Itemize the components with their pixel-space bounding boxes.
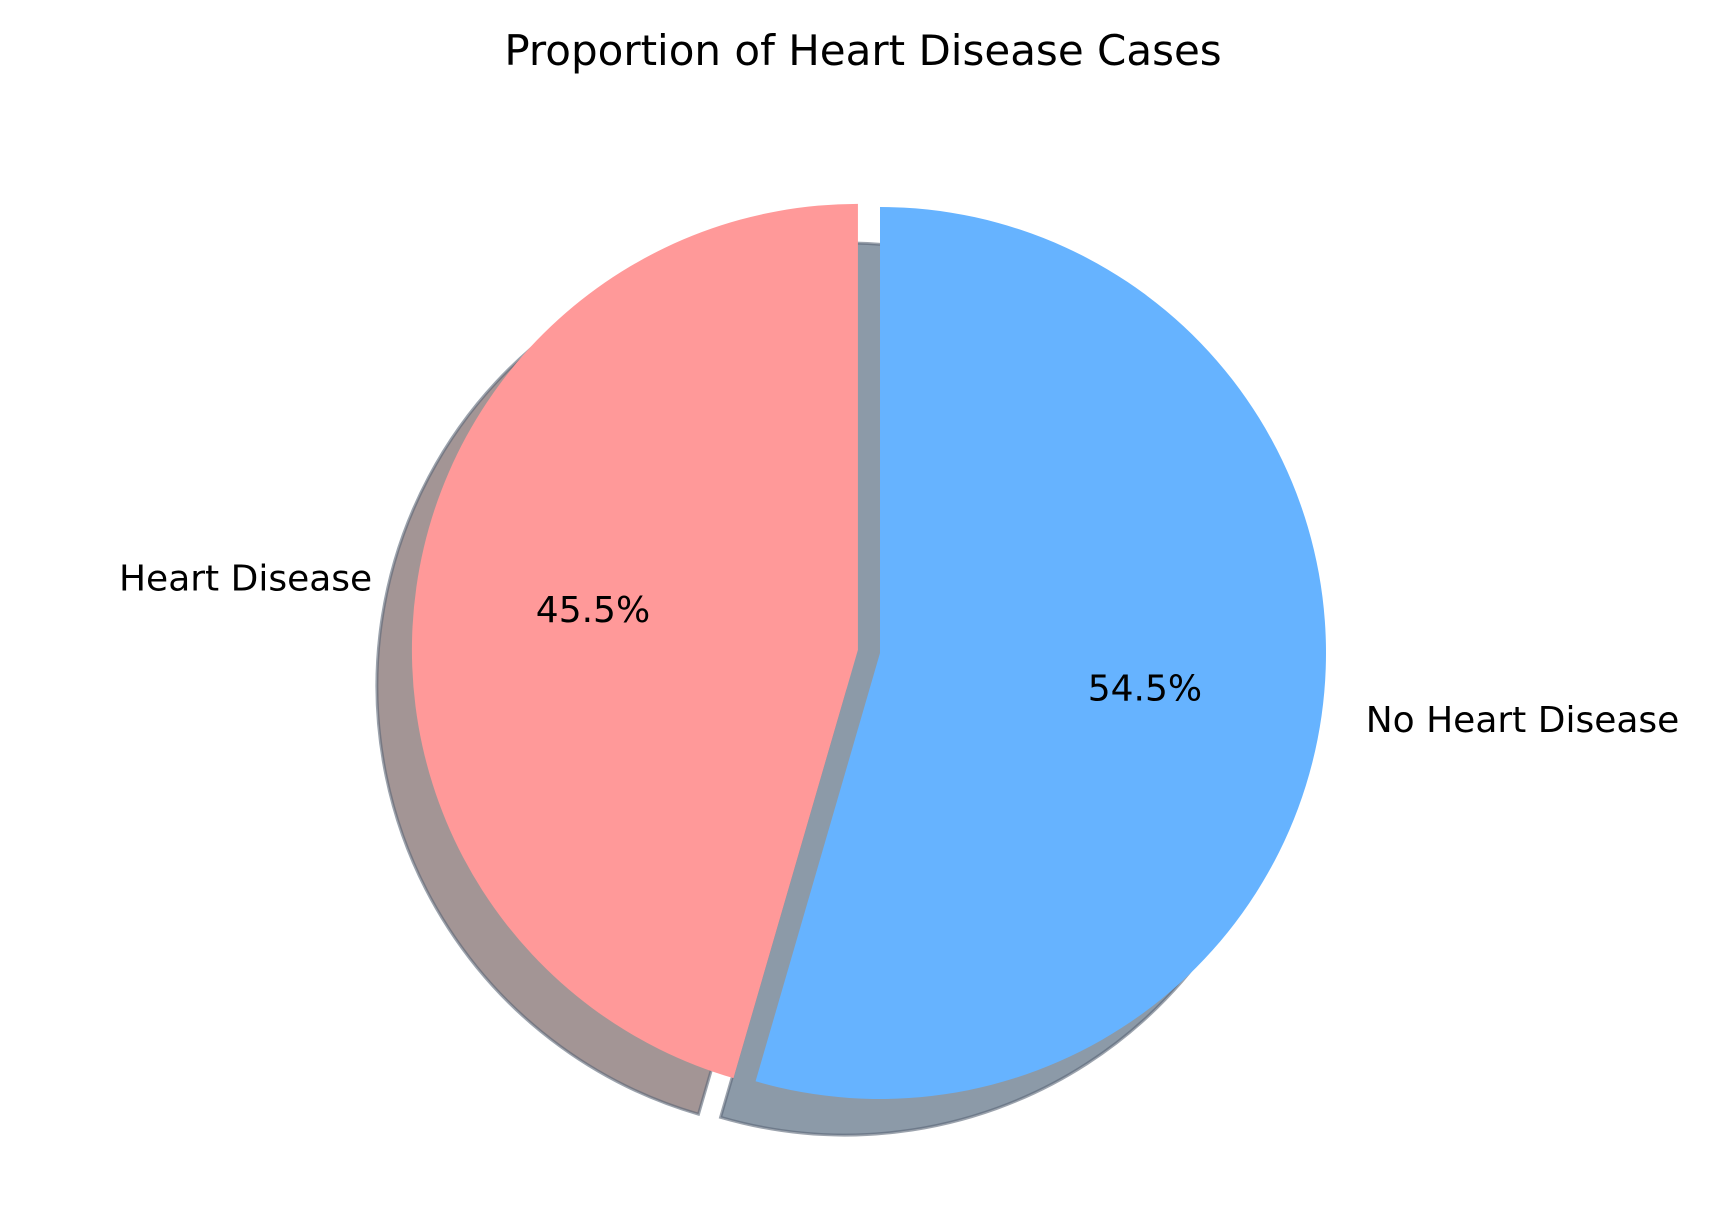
pie-slice-heart-disease	[411, 203, 858, 1079]
chart-title: Proportion of Heart Disease Cases	[504, 26, 1222, 75]
slice-label-no-heart-disease: No Heart Disease	[1366, 700, 1680, 741]
percent-label-no-heart-disease: 54.5%	[1088, 669, 1202, 710]
pie-slice-no-heart-disease	[755, 207, 1326, 1099]
pie-label-layer: No Heart Disease 54.5% Heart Disease 45.5%	[119, 559, 1679, 741]
percent-label-heart-disease: 45.5%	[536, 590, 650, 631]
pie-slice-layer	[411, 203, 1326, 1099]
slice-label-heart-disease: Heart Disease	[119, 559, 372, 600]
